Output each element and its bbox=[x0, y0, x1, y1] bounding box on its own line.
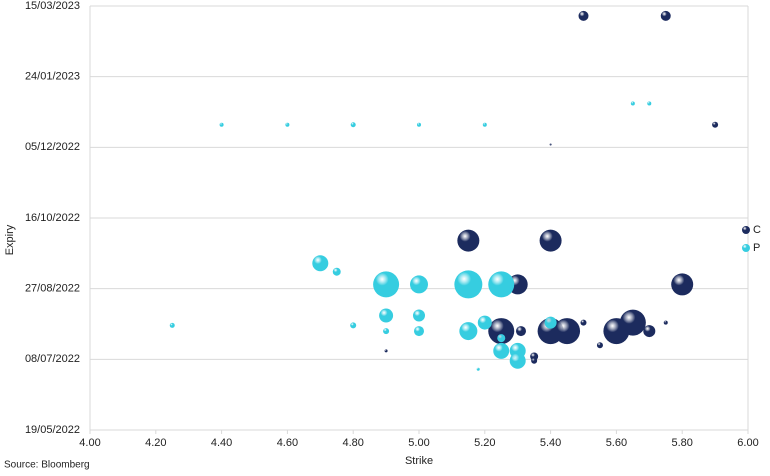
bubble bbox=[596, 342, 603, 349]
bubble bbox=[379, 308, 394, 323]
x-tick-label: 4.00 bbox=[79, 437, 100, 449]
x-tick-label: 5.40 bbox=[540, 437, 561, 449]
y-tick-label: 16/10/2022 bbox=[25, 212, 80, 224]
bubble bbox=[384, 349, 388, 353]
x-tick-label: 5.00 bbox=[408, 437, 429, 449]
x-tick-label: 5.60 bbox=[606, 437, 627, 449]
y-tick-label: 24/01/2023 bbox=[25, 71, 80, 83]
y-axis-label: Expiry bbox=[4, 224, 16, 255]
bubble bbox=[383, 328, 390, 335]
y-tick-label: 19/05/2022 bbox=[25, 424, 80, 436]
bubble bbox=[482, 122, 487, 127]
bubble bbox=[515, 326, 526, 337]
legend-marker bbox=[742, 244, 750, 252]
bubble bbox=[619, 309, 646, 336]
x-tick-label: 4.60 bbox=[277, 437, 298, 449]
y-tick-label: 08/07/2022 bbox=[25, 353, 80, 365]
bubble bbox=[350, 322, 357, 329]
x-axis-label: Strike bbox=[405, 455, 433, 467]
y-tick-label: 15/03/2023 bbox=[25, 0, 80, 12]
bubble bbox=[554, 318, 581, 345]
bubble bbox=[493, 342, 510, 359]
bubble bbox=[417, 122, 421, 127]
y-tick-label: 05/12/2022 bbox=[25, 141, 80, 153]
bubble bbox=[663, 320, 668, 325]
bubble bbox=[544, 316, 557, 329]
bubble bbox=[509, 352, 526, 369]
bubble bbox=[549, 143, 552, 146]
bubble bbox=[459, 322, 478, 341]
bubble bbox=[712, 121, 719, 128]
bubble bbox=[578, 10, 589, 21]
x-tick-label: 4.40 bbox=[211, 437, 232, 449]
bubble bbox=[373, 271, 400, 298]
bubble bbox=[643, 325, 656, 338]
source-note: Source: Bloomberg bbox=[4, 460, 90, 471]
bubble bbox=[630, 101, 635, 106]
bubble bbox=[580, 319, 587, 326]
x-tick-label: 5.80 bbox=[671, 437, 692, 449]
bubble bbox=[497, 334, 506, 343]
bubble bbox=[457, 229, 480, 252]
bubble bbox=[413, 309, 425, 322]
x-tick-label: 4.20 bbox=[145, 437, 166, 449]
bubble bbox=[169, 322, 175, 328]
x-tick-label: 4.80 bbox=[342, 437, 363, 449]
legend-marker bbox=[742, 226, 750, 234]
bubble bbox=[476, 367, 480, 371]
legend-label: P bbox=[753, 242, 760, 254]
bubble bbox=[350, 122, 356, 128]
bubble bbox=[312, 255, 329, 272]
bubble bbox=[332, 267, 341, 276]
bubble bbox=[660, 10, 671, 21]
y-tick-label: 27/08/2022 bbox=[25, 283, 80, 295]
legend-label: C bbox=[753, 224, 761, 236]
bubble bbox=[488, 318, 515, 345]
bubble bbox=[671, 273, 694, 296]
bubble bbox=[414, 326, 424, 337]
x-tick-label: 6.00 bbox=[737, 437, 758, 449]
x-tick-label: 5.20 bbox=[474, 437, 495, 449]
bubble bbox=[530, 352, 539, 361]
bubble bbox=[285, 122, 290, 127]
bubble bbox=[539, 229, 562, 252]
bubble bbox=[488, 271, 515, 298]
bubble bbox=[454, 270, 483, 299]
bubble bbox=[531, 357, 538, 364]
bubble bbox=[647, 101, 652, 106]
bubble bbox=[219, 122, 224, 127]
bubble bbox=[477, 315, 492, 330]
bubble bbox=[410, 275, 428, 294]
